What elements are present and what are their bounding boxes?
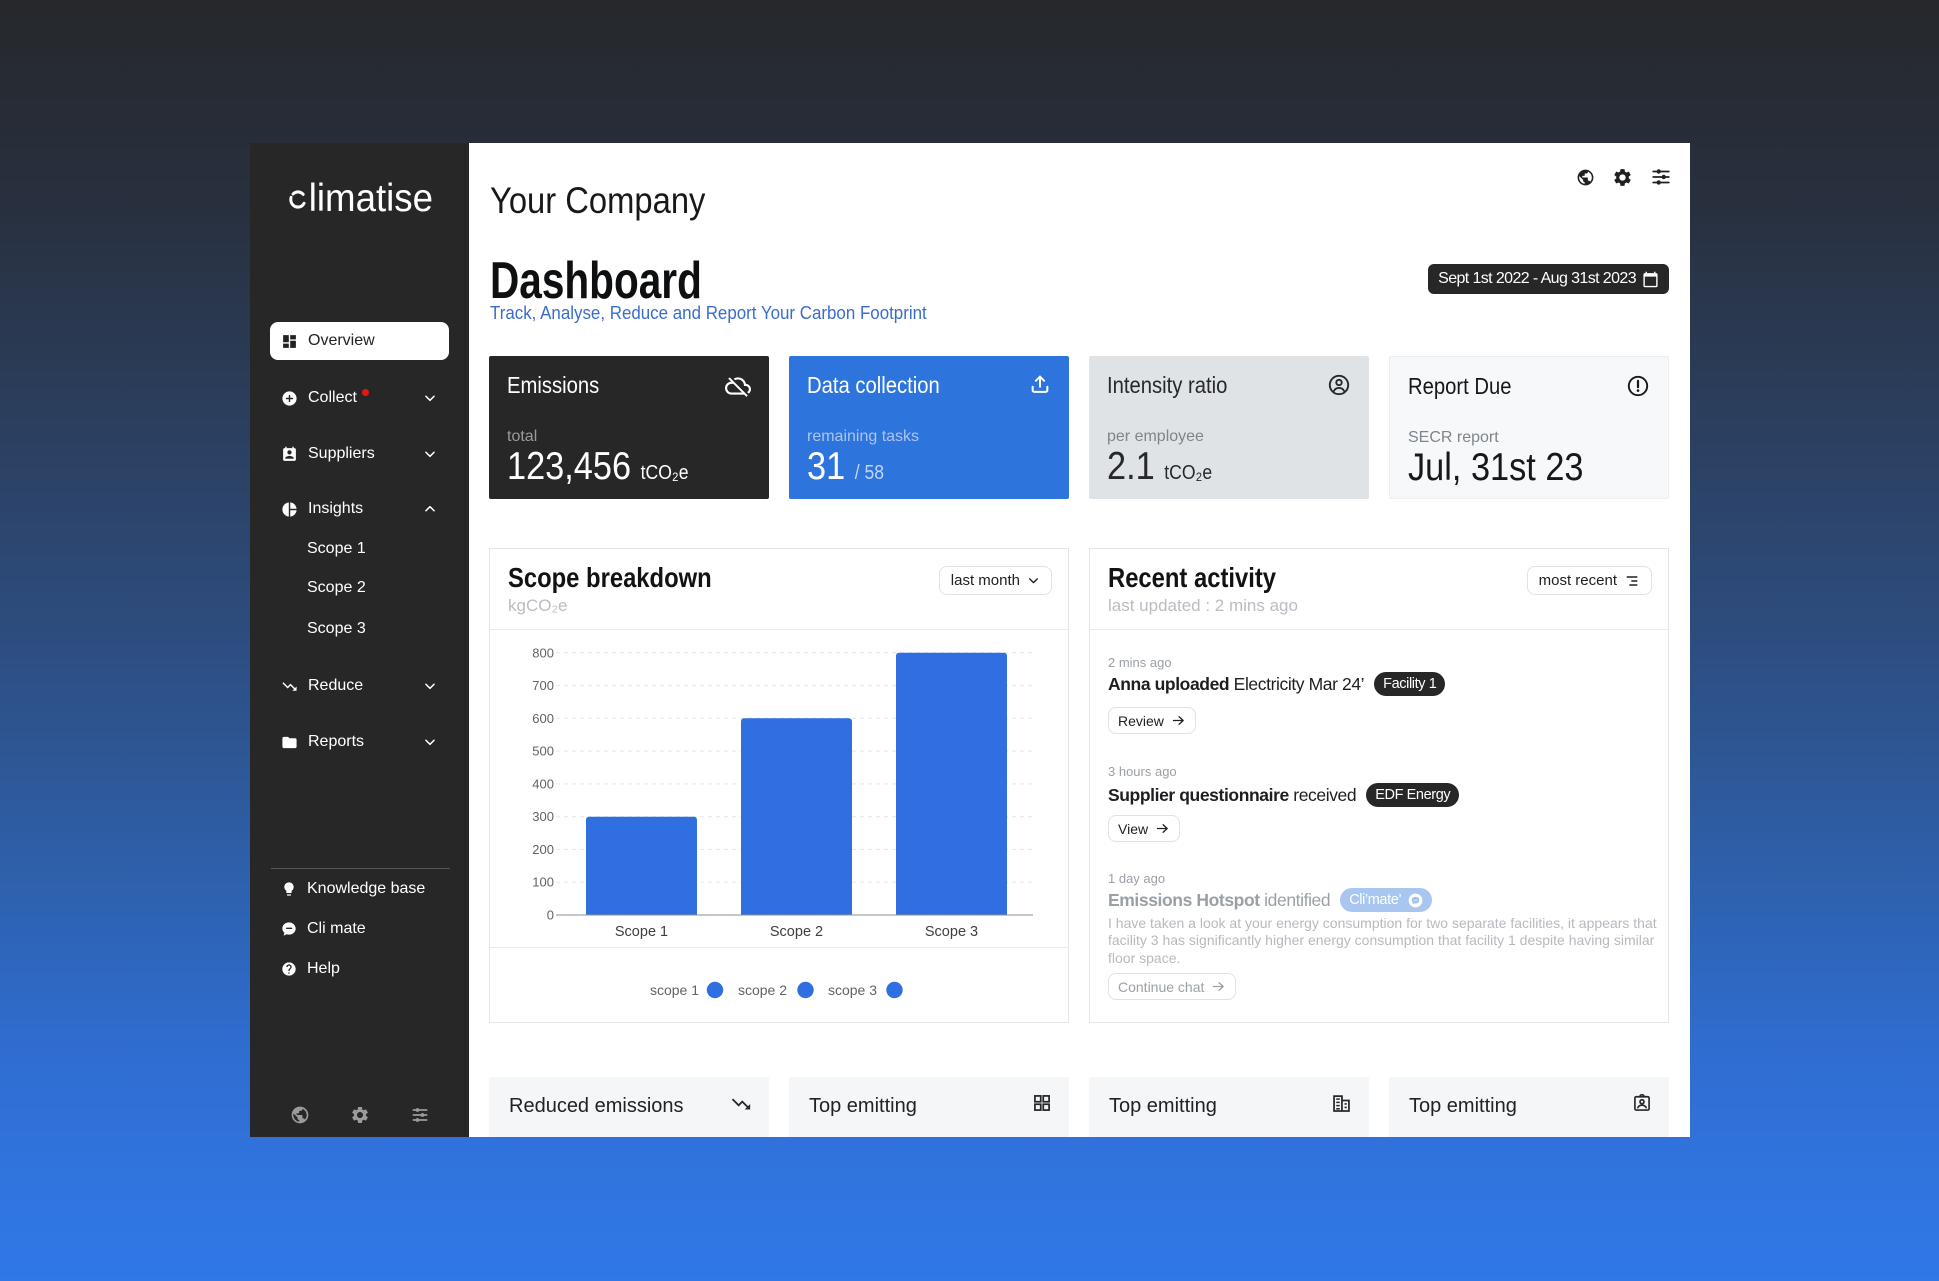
svg-text:scope 1: scope 1 xyxy=(650,982,699,998)
svg-text:0: 0 xyxy=(547,908,554,923)
svg-text:Scope 2: Scope 2 xyxy=(770,924,823,940)
svg-text:Scope 1: Scope 1 xyxy=(615,924,668,940)
svg-text:100: 100 xyxy=(532,875,554,890)
svg-text:Scope 3: Scope 3 xyxy=(925,924,978,940)
svg-text:600: 600 xyxy=(532,711,554,726)
svg-text:400: 400 xyxy=(532,776,554,791)
svg-text:500: 500 xyxy=(532,744,554,759)
svg-text:300: 300 xyxy=(532,809,554,824)
svg-text:200: 200 xyxy=(532,842,554,857)
svg-text:scope 3: scope 3 xyxy=(828,982,877,998)
svg-text:700: 700 xyxy=(532,678,554,693)
svg-text:scope 2: scope 2 xyxy=(738,982,787,998)
svg-text:800: 800 xyxy=(532,645,554,660)
